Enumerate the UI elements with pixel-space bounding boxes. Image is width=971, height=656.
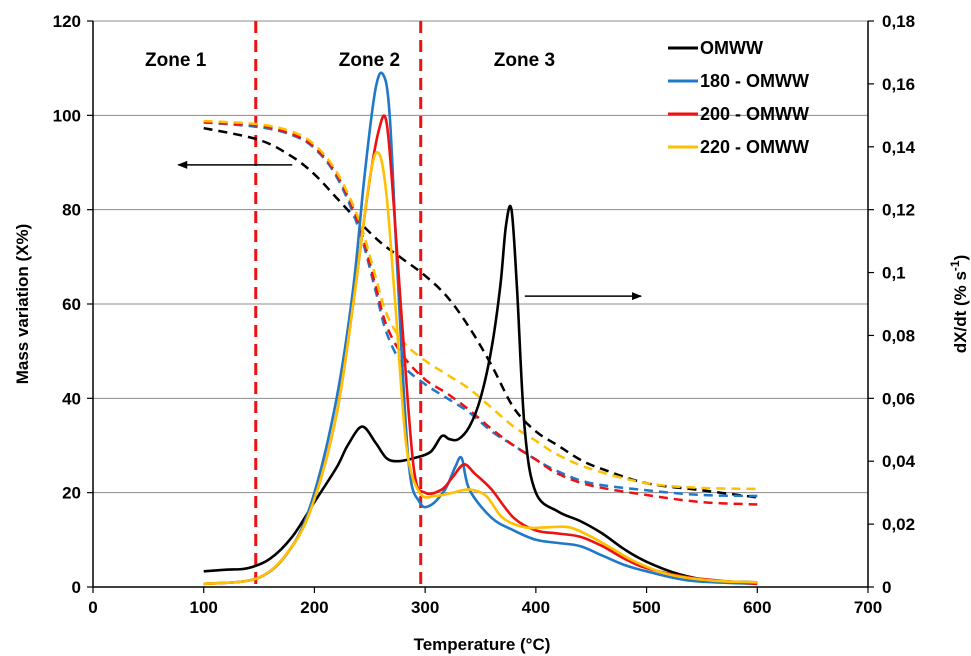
y-tick-label-2: 40 xyxy=(62,389,81,408)
y-tick-label-3: 60 xyxy=(62,295,81,314)
y2-tick-label-9: 0,18 xyxy=(882,12,915,31)
y2-tick-label-2: 0,04 xyxy=(882,452,916,471)
axes xyxy=(87,20,874,593)
legend-label-3: 200 - OMWW xyxy=(700,104,809,124)
legend-label-2: 180 - OMWW xyxy=(700,71,809,91)
zone-label-2: Zone 2 xyxy=(339,50,400,71)
y-axis-title: Mass variation (X%) xyxy=(13,224,32,385)
mass-curve-3 xyxy=(203,121,758,506)
mass-curve-4 xyxy=(203,119,758,491)
mass-curve-1 xyxy=(203,126,758,499)
tick-labels: 0 20 40 60 80 100 120 0 0,02 0,04 0,06 0,08 0,1 0,12 0… xyxy=(53,12,916,617)
y2-tick-label-4: 0,08 xyxy=(882,326,915,345)
series-layer xyxy=(203,71,758,586)
y2-axis-title-end: ) xyxy=(951,255,970,261)
y-tick-label-5: 100 xyxy=(53,106,81,125)
y2-tick-label-8: 0,16 xyxy=(882,75,915,94)
x-tick-label-1: 100 xyxy=(190,598,218,617)
legend: OMWW 180 - OMWW 200 - OMWW 220 - OMWW xyxy=(668,38,809,157)
y2-tick-label-7: 0,14 xyxy=(882,138,916,157)
y2-tick-label-0: 0 xyxy=(882,578,891,597)
y2-tick-label-6: 0,12 xyxy=(882,201,915,220)
y-tick-label-0: 0 xyxy=(72,578,81,597)
zone-labels: Zone 1 Zone 2 Zone 3 xyxy=(145,50,555,71)
mass-curves xyxy=(203,119,758,506)
x-axis-title: Temperature (°C) xyxy=(414,635,551,654)
rate-curves xyxy=(203,71,758,586)
rate-curve-4 xyxy=(203,151,758,586)
zone-label-3: Zone 3 xyxy=(494,50,555,71)
gridlines xyxy=(93,20,868,494)
y-tick-label-6: 120 xyxy=(53,12,81,31)
rate-curve-3 xyxy=(203,114,758,586)
zone-label-1: Zone 1 xyxy=(145,50,207,71)
x-tick-label-0: 0 xyxy=(88,598,97,617)
x-tick-label-7: 700 xyxy=(854,598,882,617)
mass-curve-2 xyxy=(203,121,758,498)
x-tick-label-4: 400 xyxy=(522,598,550,617)
y2-tick-label-1: 0,02 xyxy=(882,515,915,534)
y2-axis-title-sup: -1 xyxy=(948,260,962,271)
rate-curve-1 xyxy=(203,204,758,584)
y2-tick-label-3: 0,06 xyxy=(882,389,915,408)
axis-arrows xyxy=(177,160,643,301)
x-tick-label-3: 300 xyxy=(411,598,439,617)
x-tick-label-6: 600 xyxy=(743,598,771,617)
y2-axis-title: dX/dt (% s-1) xyxy=(948,255,970,354)
y2-axis-title-main: dX/dt (% s xyxy=(951,271,970,353)
x-tick-label-2: 200 xyxy=(300,598,328,617)
x-tick-label-5: 500 xyxy=(632,598,660,617)
rate-curve-2 xyxy=(203,71,758,586)
y-tick-label-4: 80 xyxy=(62,201,81,220)
y-tick-label-1: 20 xyxy=(62,484,81,503)
legend-label-1: OMWW xyxy=(700,38,763,58)
legend-label-4: 220 - OMWW xyxy=(700,137,809,157)
y2-tick-label-5: 0,1 xyxy=(882,264,906,283)
